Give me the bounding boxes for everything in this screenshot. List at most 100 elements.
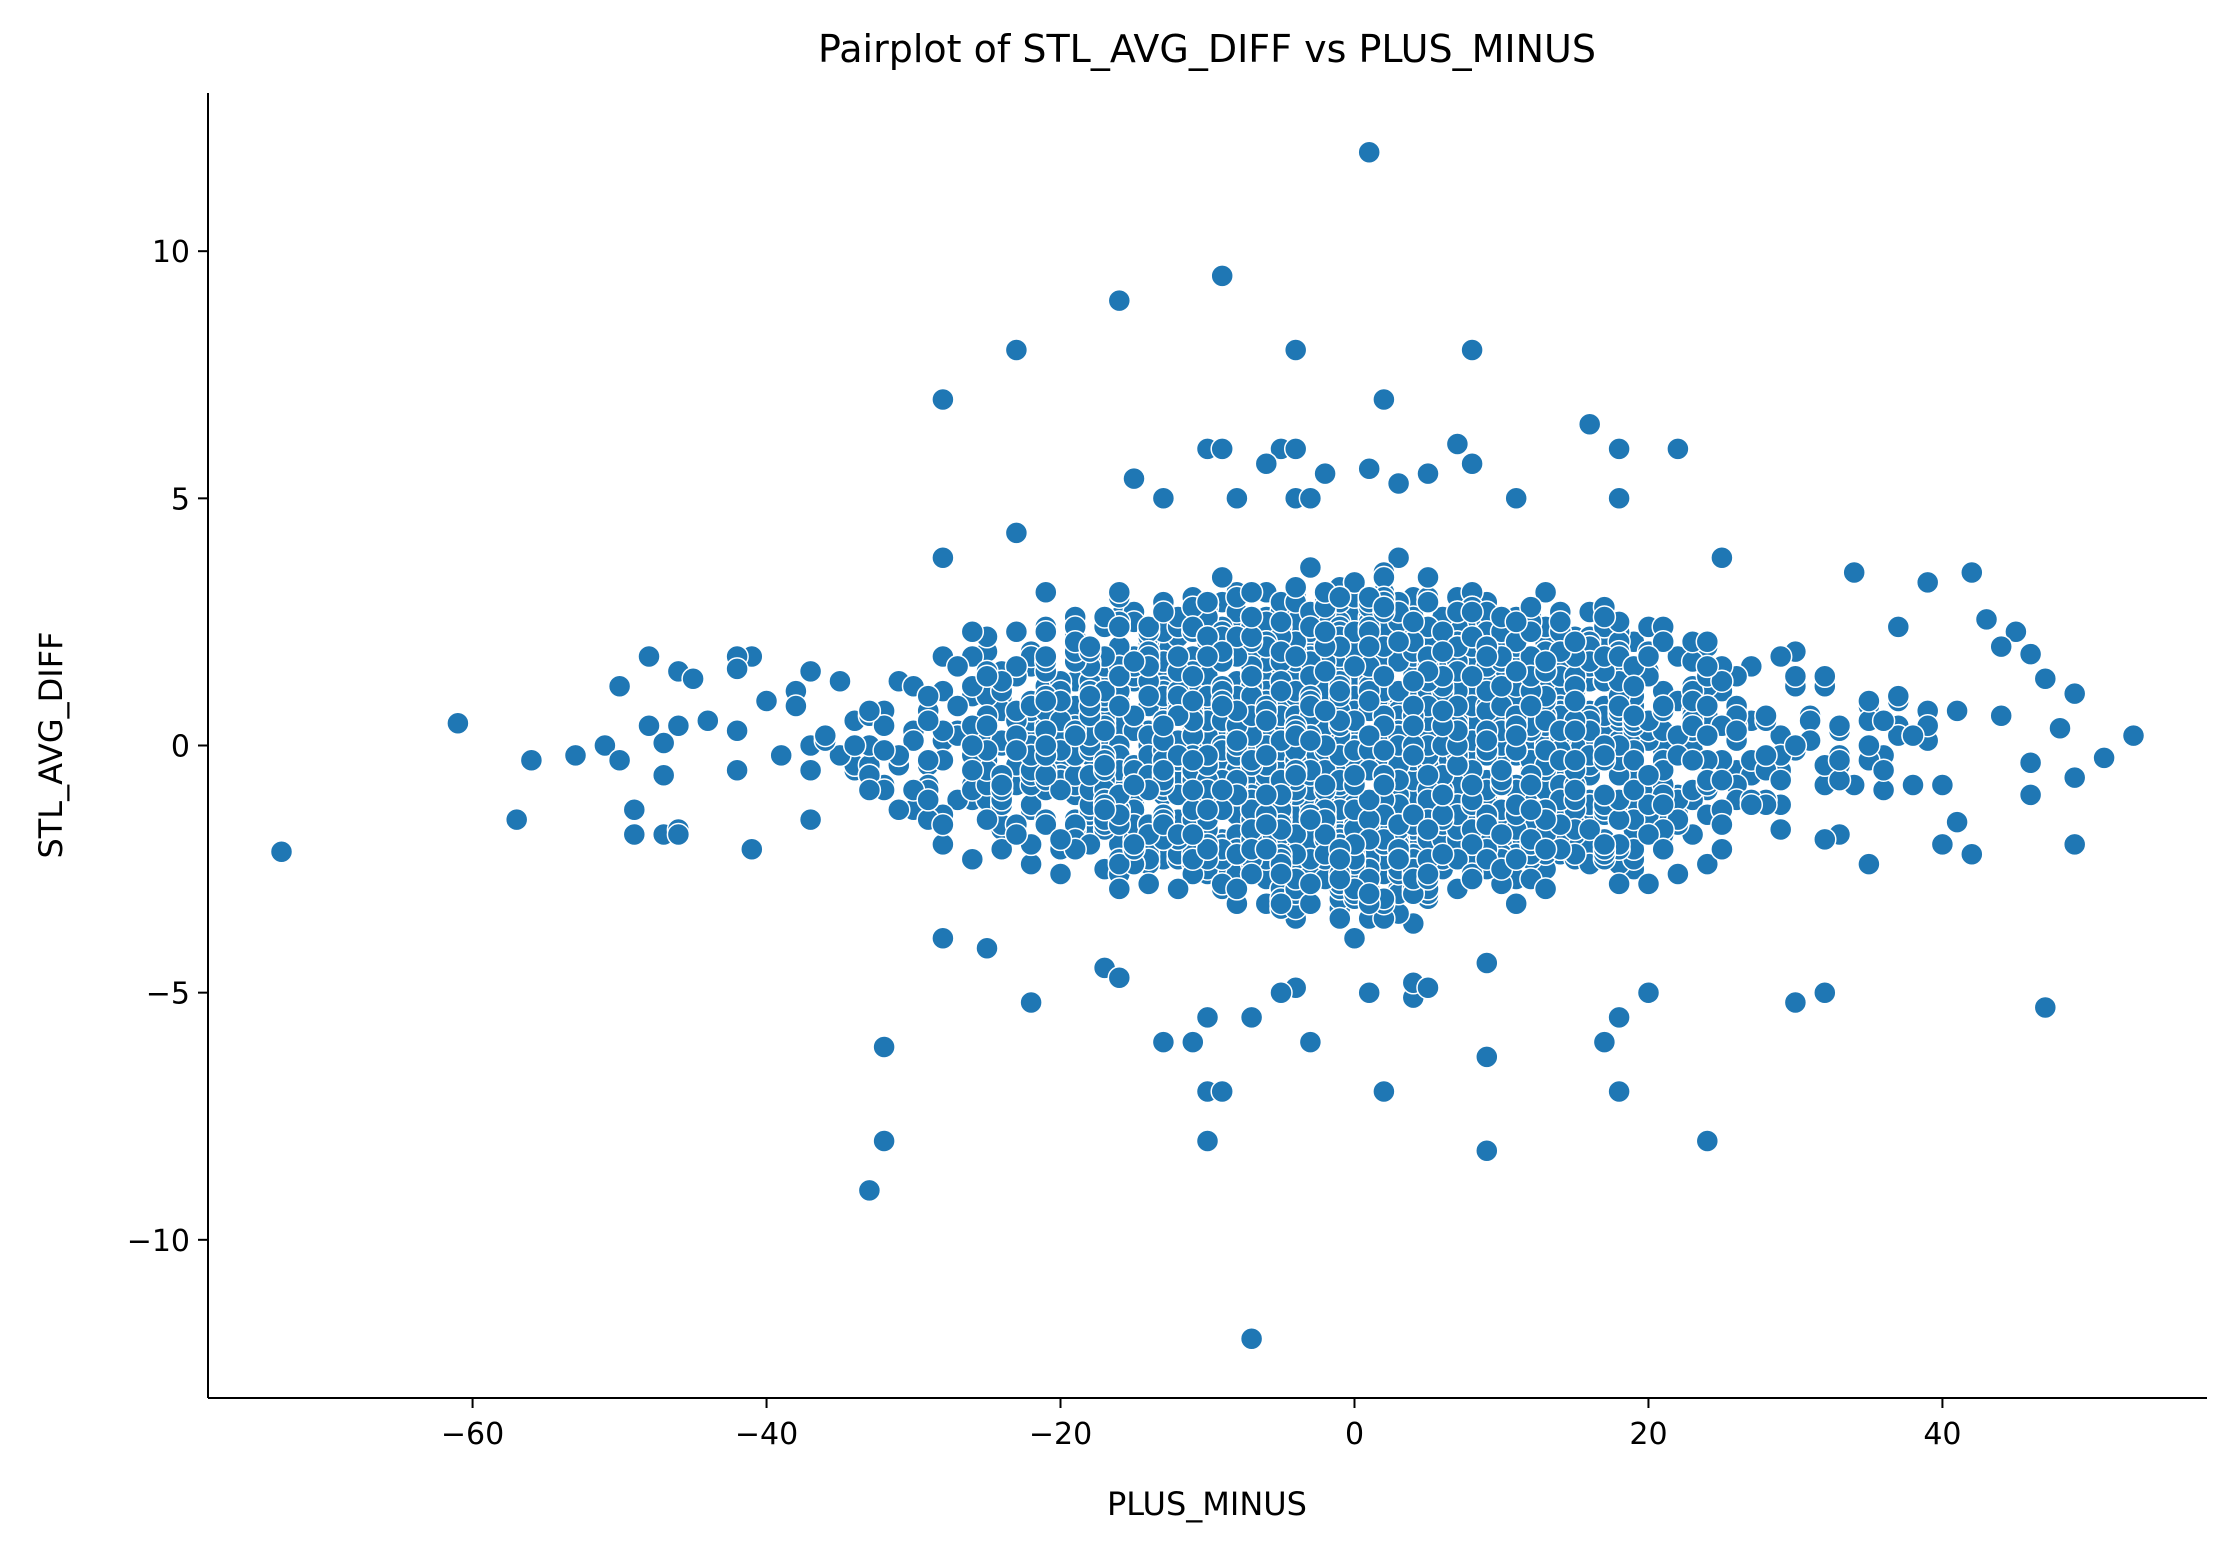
data-point: [1239, 580, 1264, 605]
data-point: [1783, 990, 1808, 1015]
data-point: [1328, 847, 1352, 871]
data-point: [1416, 862, 1440, 886]
data-point: [1592, 1030, 1617, 1054]
data-point: [1372, 595, 1396, 619]
data-point: [1298, 891, 1323, 916]
data-point: [960, 847, 985, 871]
data-point: [1695, 852, 1720, 876]
data-point: [975, 713, 999, 738]
data-point: [1048, 827, 1073, 852]
data-point: [1592, 832, 1617, 857]
data-point: [1871, 778, 1896, 802]
data-point: [1034, 689, 1058, 713]
data-point: [2018, 751, 2043, 775]
data-point: [607, 674, 632, 698]
data-point: [1563, 689, 1587, 713]
data-point: [740, 837, 764, 862]
data-point: [2018, 783, 2043, 807]
data-point: [1225, 728, 1249, 753]
data-point: [1386, 629, 1411, 654]
data-point: [1489, 822, 1514, 847]
data-point: [1430, 783, 1455, 807]
data-point: [637, 644, 661, 669]
data-point: [1563, 718, 1587, 743]
data-point: [1680, 748, 1705, 773]
data-point: [2033, 667, 2058, 691]
data-point: [975, 664, 999, 689]
data-point: [1107, 694, 1132, 718]
data-point: [1078, 684, 1102, 708]
data-point: [1813, 827, 1837, 852]
data-point: [1122, 832, 1146, 857]
data-point: [1401, 713, 1426, 738]
data-point: [857, 778, 882, 802]
data-point: [1636, 644, 1661, 669]
data-point: [1107, 288, 1132, 313]
x-tick-label: 40: [1923, 1417, 1961, 1452]
data-point: [1357, 634, 1381, 659]
data-point: [1034, 812, 1058, 837]
data-point: [1210, 437, 1234, 461]
data-point: [931, 926, 955, 951]
data-point: [1901, 723, 1925, 748]
data-point: [1372, 664, 1396, 689]
data-point: [2092, 746, 2116, 770]
data-point: [901, 728, 926, 753]
data-point: [1401, 802, 1426, 827]
data-point: [1298, 807, 1323, 832]
data-point: [1210, 778, 1234, 802]
data-point: [1004, 521, 1029, 545]
data-point: [1827, 748, 1852, 773]
data-point: [887, 798, 911, 822]
data-point: [1798, 709, 1822, 733]
data-point: [813, 723, 838, 748]
data-point: [1401, 743, 1426, 768]
data-point: [1298, 728, 1323, 753]
data-point: [1328, 679, 1352, 703]
data-point: [622, 822, 647, 847]
data-point: [1695, 1129, 1720, 1153]
data-point: [1151, 486, 1176, 511]
data-point: [1607, 807, 1631, 832]
data-point: [1989, 704, 2013, 728]
data-point: [1034, 733, 1058, 758]
data-point: [1019, 990, 1043, 1015]
data-point: [1298, 486, 1323, 511]
data-point: [622, 798, 647, 822]
data-point: [1607, 872, 1631, 896]
data-point: [916, 709, 940, 733]
data-point: [2062, 765, 2087, 790]
data-point: [1195, 590, 1220, 614]
data-point: [1401, 610, 1426, 634]
data-point: [1283, 437, 1308, 461]
data-point: [916, 788, 940, 812]
data-point: [1283, 338, 1308, 362]
data-point: [681, 667, 705, 691]
data-point: [1622, 748, 1646, 773]
data-point: [1151, 758, 1176, 782]
data-point: [1504, 486, 1528, 511]
data-point: [1136, 615, 1161, 639]
data-point: [1592, 743, 1617, 768]
data-point: [872, 1129, 896, 1153]
data-point: [1107, 664, 1132, 689]
data-point: [725, 758, 749, 782]
data-point: [1563, 748, 1587, 773]
data-point: [1533, 837, 1558, 862]
data-point: [1048, 862, 1073, 886]
data-point: [1607, 1079, 1631, 1104]
data-point: [1357, 807, 1381, 832]
data-point: [1989, 634, 2013, 659]
data-point: [1548, 610, 1573, 634]
data-point: [1313, 659, 1337, 684]
data-point: [1489, 674, 1514, 698]
data-point: [1430, 639, 1455, 664]
data-point: [446, 711, 470, 736]
data-point: [960, 620, 985, 644]
data-point: [1475, 728, 1499, 753]
x-tick-label: 20: [1629, 1417, 1667, 1452]
x-tick-label: −40: [735, 1417, 798, 1452]
data-point: [1460, 832, 1484, 857]
data-point: [931, 832, 955, 857]
data-point: [1475, 1139, 1499, 1163]
